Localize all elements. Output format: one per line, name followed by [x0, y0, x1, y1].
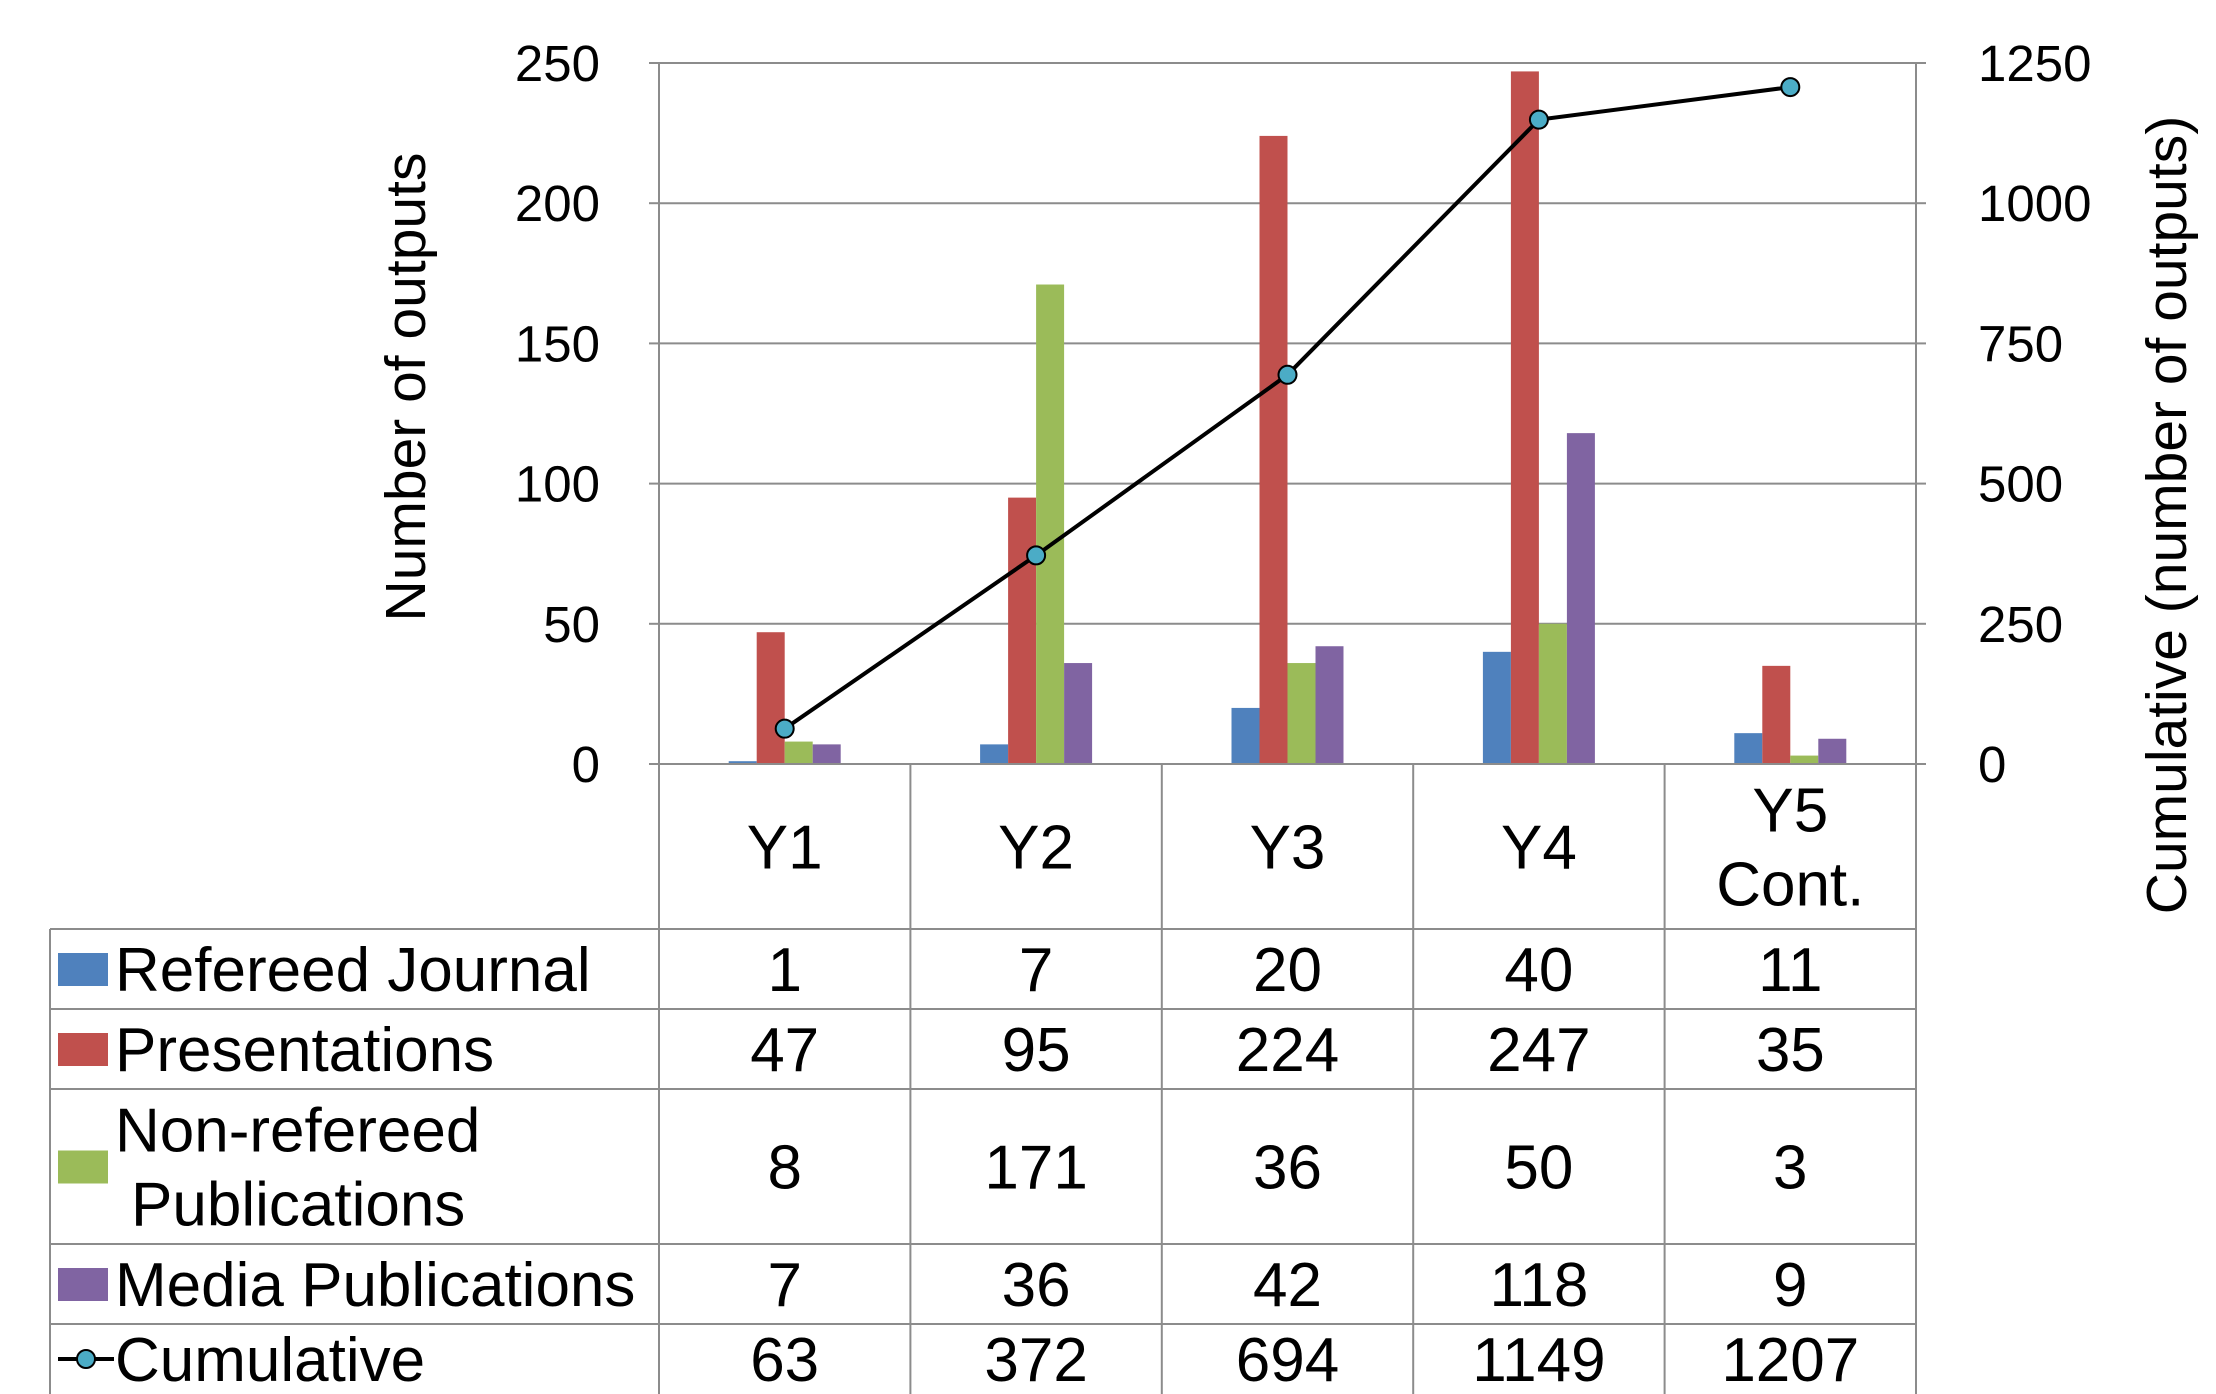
bar-presentations-2	[1259, 135, 1288, 765]
cell-presentations-3: 247	[1487, 1016, 1590, 1085]
cell-presentations-2: 224	[1236, 1016, 1339, 1085]
category-label-4-line-1: Cont.	[1716, 851, 1864, 920]
cell-non-refereed-publications-3: 50	[1504, 1134, 1573, 1203]
category-label-3: Y4	[1501, 814, 1577, 883]
bar-media-publications-0	[812, 744, 841, 764]
y-right-tick-label-4: 1000	[1978, 175, 2091, 232]
y-tick-label-3: 150	[515, 315, 600, 372]
cell-non-refereed-publications-4: 3	[1773, 1134, 1807, 1203]
cell-non-refereed-publications-0: 8	[767, 1134, 801, 1203]
bar-refereed-journal-1	[980, 744, 1009, 764]
cell-refereed-journal-2: 20	[1253, 936, 1322, 1005]
row-label-presentations: Presentations	[115, 1016, 494, 1085]
bar-media-publications-3	[1566, 433, 1595, 764]
y-right-tick-label-0: 0	[1978, 736, 2006, 793]
category-label-2: Y3	[1250, 814, 1326, 883]
row-label-media-publications: Media Publications	[115, 1251, 635, 1320]
cumulative-point-4	[1780, 77, 1801, 98]
cell-refereed-journal-4: 11	[1758, 936, 1822, 1005]
cell-non-refereed-publications-2: 36	[1253, 1134, 1322, 1203]
cell-refereed-journal-3: 40	[1504, 936, 1573, 1005]
cell-media-publications-2: 42	[1253, 1251, 1322, 1320]
bar-presentations-0	[756, 632, 785, 764]
cumulative-line	[774, 77, 1801, 739]
row-label-refereed-journal: Refereed Journal	[115, 936, 591, 1005]
bar-non-refereed-publications-3	[1538, 623, 1567, 764]
cell-cumulative-0: 63	[750, 1326, 819, 1394]
y-right-tick-label-2: 500	[1978, 456, 2063, 513]
cell-presentations-1: 95	[1002, 1016, 1071, 1085]
legend-key-media-publications	[58, 1268, 108, 1301]
category-label-0: Y1	[747, 814, 823, 883]
legend-key-refereed-journal	[58, 953, 108, 986]
cumulative-point-2	[1277, 364, 1298, 385]
cumulative-point-3	[1528, 109, 1549, 130]
axes: 0 50 100 150 200 250 0 250 500 750 1000 1250	[515, 35, 2092, 793]
cumulative-point-0	[774, 718, 795, 739]
legend-key-presentations	[58, 1033, 108, 1066]
bar-refereed-journal-0	[728, 761, 757, 764]
y-tick-label-0: 0	[572, 736, 600, 793]
cell-cumulative-2: 694	[1236, 1326, 1339, 1394]
cell-cumulative-4: 1207	[1721, 1326, 1859, 1394]
bar-refereed-journal-2	[1231, 707, 1260, 764]
bar-media-publications-1	[1064, 663, 1093, 764]
legend-key-marker-cumulative	[76, 1349, 96, 1369]
cell-media-publications-4: 9	[1773, 1251, 1807, 1320]
bar-non-refereed-publications-2	[1287, 663, 1316, 764]
bar-non-refereed-publications-4	[1790, 755, 1819, 764]
category-label-1: Y2	[998, 814, 1074, 883]
bar-presentations-4	[1762, 665, 1791, 764]
row-label-non-refereed-publications-line-0: Non-refereed	[115, 1097, 480, 1166]
category-label-4-line-0: Y5	[1752, 777, 1828, 846]
y-axis-title: Number of outputs	[374, 153, 438, 622]
bar-presentations-3	[1510, 71, 1539, 765]
cell-non-refereed-publications-1: 171	[984, 1134, 1087, 1203]
bar-presentations-1	[1008, 497, 1037, 764]
cell-presentations-0: 47	[750, 1016, 819, 1085]
y-tick-label-1: 50	[543, 596, 600, 653]
cell-media-publications-1: 36	[1002, 1251, 1071, 1320]
legend-key-non-refereed-publications	[58, 1150, 108, 1184]
cell-refereed-journal-0: 1	[767, 936, 801, 1005]
bar-refereed-journal-3	[1482, 651, 1511, 764]
cell-refereed-journal-1: 7	[1019, 936, 1053, 1005]
y-right-tick-label-5: 1250	[1978, 35, 2091, 92]
y-axis-right-title: Cumulative (number of outputs)	[2135, 116, 2199, 914]
cell-media-publications-3: 118	[1489, 1251, 1588, 1320]
cumulative-point-1	[1026, 545, 1047, 566]
bar-non-refereed-publications-1	[1036, 284, 1065, 764]
cell-cumulative-3: 1149	[1472, 1326, 1605, 1394]
row-label-non-refereed-publications-line-1: Publications	[131, 1171, 465, 1240]
cell-cumulative-1: 372	[984, 1326, 1087, 1394]
y-right-tick-label-3: 750	[1978, 315, 2063, 372]
bars	[728, 71, 1847, 765]
y-tick-label-5: 250	[515, 35, 600, 92]
y-right-tick-label-1: 250	[1978, 596, 2063, 653]
bar-media-publications-4	[1818, 738, 1847, 764]
bar-non-refereed-publications-0	[784, 741, 813, 764]
y-tick-label-4: 200	[515, 175, 600, 232]
bar-refereed-journal-4	[1734, 733, 1763, 764]
y-tick-label-2: 100	[515, 456, 600, 513]
bar-media-publications-2	[1315, 646, 1344, 764]
row-label-cumulative: Cumulative	[115, 1326, 425, 1394]
cell-media-publications-0: 7	[767, 1251, 801, 1320]
cell-presentations-4: 35	[1756, 1016, 1825, 1085]
